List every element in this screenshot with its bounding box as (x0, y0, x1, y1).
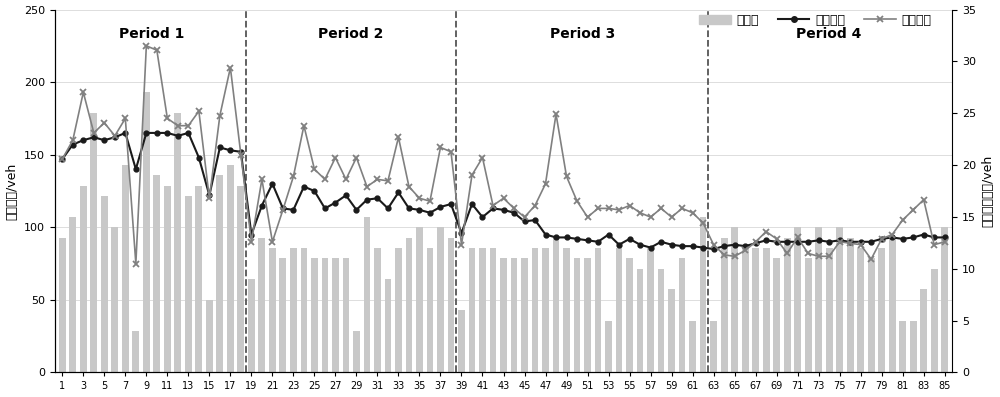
Bar (385, 279, 391, 372)
Bar (448, 238, 454, 372)
Bar (416, 227, 423, 372)
Bar (595, 248, 601, 372)
Bar (311, 258, 318, 372)
Bar (469, 248, 475, 372)
Bar (164, 186, 171, 372)
Bar (343, 258, 349, 372)
Bar (132, 331, 139, 372)
Bar (122, 165, 129, 372)
Bar (406, 238, 412, 372)
Bar (427, 248, 433, 372)
Bar (668, 289, 675, 372)
Bar (658, 269, 664, 372)
Bar (258, 238, 265, 372)
Bar (153, 175, 160, 372)
Bar (511, 258, 517, 372)
Text: Period 3: Period 3 (550, 27, 615, 41)
Bar (353, 331, 360, 372)
Bar (647, 248, 654, 372)
Bar (637, 269, 643, 372)
Bar (899, 321, 906, 372)
Y-axis label: 周期流量/veh: 周期流量/veh (6, 162, 19, 220)
Bar (269, 248, 276, 372)
Bar (931, 269, 938, 372)
Bar (542, 248, 549, 372)
Bar (941, 227, 948, 372)
Legend: 样本数, 真实流量, 估计流量: 样本数, 真实流量, 估计流量 (694, 9, 937, 31)
Bar (532, 248, 538, 372)
Bar (742, 248, 749, 372)
Bar (185, 196, 192, 372)
Bar (857, 248, 864, 372)
Bar (279, 258, 286, 372)
Bar (301, 248, 307, 372)
Bar (479, 248, 486, 372)
Text: Period 4: Period 4 (796, 27, 862, 41)
Bar (216, 175, 223, 372)
Bar (847, 238, 854, 372)
Bar (836, 227, 843, 372)
Bar (143, 93, 150, 372)
Bar (815, 227, 822, 372)
Bar (101, 196, 108, 372)
Bar (332, 258, 339, 372)
Bar (237, 186, 244, 372)
Bar (826, 248, 833, 372)
Bar (500, 258, 507, 372)
Bar (80, 186, 87, 372)
Bar (910, 321, 917, 372)
Bar (920, 289, 927, 372)
Bar (773, 258, 780, 372)
Bar (521, 258, 528, 372)
Bar (322, 258, 328, 372)
Bar (69, 217, 76, 372)
Bar (731, 227, 738, 372)
Bar (689, 321, 696, 372)
Bar (878, 248, 885, 372)
Bar (626, 258, 633, 372)
Bar (195, 186, 202, 372)
Bar (605, 321, 612, 372)
Bar (458, 310, 465, 372)
Bar (490, 248, 496, 372)
Bar (395, 248, 402, 372)
Bar (248, 279, 255, 372)
Bar (563, 248, 570, 372)
Bar (584, 258, 591, 372)
Bar (574, 258, 580, 372)
Bar (553, 238, 559, 372)
Bar (227, 165, 234, 372)
Bar (710, 321, 717, 372)
Bar (700, 217, 706, 372)
Bar (364, 217, 370, 372)
Bar (752, 248, 759, 372)
Bar (206, 300, 213, 372)
Bar (805, 258, 812, 372)
Bar (90, 113, 97, 372)
Bar (616, 248, 622, 372)
Bar (374, 248, 381, 372)
Bar (111, 227, 118, 372)
Bar (868, 258, 875, 372)
Bar (679, 258, 685, 372)
Bar (784, 238, 791, 372)
Bar (290, 248, 297, 372)
Bar (59, 238, 66, 372)
Text: Period 2: Period 2 (318, 27, 384, 41)
Bar (889, 238, 896, 372)
Bar (794, 227, 801, 372)
Bar (763, 248, 770, 372)
Y-axis label: 每周期样本数/veh: 每周期样本数/veh (981, 155, 994, 227)
Text: Period 1: Period 1 (119, 27, 184, 41)
Bar (174, 113, 181, 372)
Bar (721, 238, 728, 372)
Bar (437, 227, 444, 372)
